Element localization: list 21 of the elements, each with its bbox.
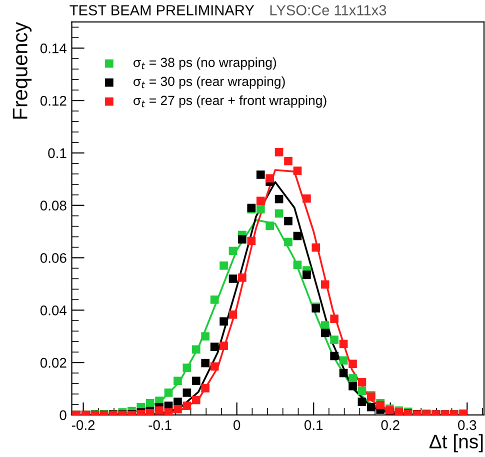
y-axis-title: Frequency — [12, 22, 32, 119]
y-tick-label: 0.06 — [40, 253, 66, 263]
y-tick-label: 0.02 — [40, 358, 66, 368]
x-tick-label: -0.1 — [148, 420, 172, 430]
legend-label: σ$_{t}$ = 38 ps (no wrapping) — [134, 57, 276, 70]
legend-label: σ$_{t}$ = 27 ps (rear + front wrapping) — [134, 95, 326, 108]
legend-label: σ$_{t}$ = 30 ps (rear wrapping) — [134, 76, 285, 89]
y-tick-label: 0.12 — [40, 96, 66, 106]
chart-title: TEST BEAM PRELIMINARY — [70, 5, 254, 16]
x-axis-title: Δt [ns] — [429, 434, 483, 452]
y-tick-label: 0.14 — [40, 43, 67, 54]
chart-subtitle: LYSO:Ce 11x11x3 — [270, 5, 386, 16]
x-tick-label: -0.2 — [72, 420, 95, 430]
y-tick-label: 0 — [60, 410, 66, 420]
y-tick-label: 0.08 — [40, 200, 66, 211]
y-tick-label: 0.1 — [48, 148, 66, 158]
x-tick-label: 0.1 — [304, 420, 323, 430]
x-tick-label: 0 — [234, 420, 240, 430]
x-tick-label: 0.3 — [458, 420, 476, 430]
y-tick-label: 0.04 — [40, 305, 67, 316]
x-tick-label: 0.2 — [381, 420, 400, 430]
